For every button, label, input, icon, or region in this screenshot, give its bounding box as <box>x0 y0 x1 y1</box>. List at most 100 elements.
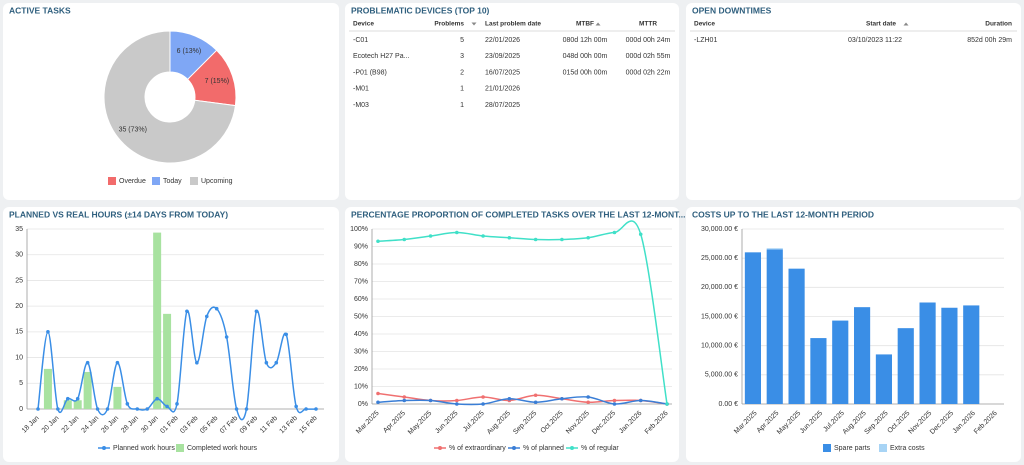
slice-label: 6 (13%) <box>177 48 202 55</box>
point <box>612 230 617 235</box>
point <box>294 404 298 409</box>
point <box>115 360 120 365</box>
legend-label: Overdue <box>119 178 146 185</box>
y-tick-label: 30,000.00 € <box>701 226 738 233</box>
point <box>244 407 249 411</box>
y-tick-label: 70% <box>354 278 368 285</box>
point <box>254 309 259 314</box>
point <box>135 407 140 411</box>
point <box>105 407 110 411</box>
table-cell: 080d 12h 00m <box>563 37 608 44</box>
y-tick-label: 50% <box>354 313 368 320</box>
point <box>145 407 150 411</box>
legend-marker <box>102 446 106 450</box>
legend-label: Extra costs <box>890 445 925 452</box>
point <box>234 407 239 411</box>
line <box>37 306 317 421</box>
point <box>507 235 512 240</box>
y-tick-label: 5,000.00 € <box>705 372 738 379</box>
y-tick-label: 80% <box>354 261 368 268</box>
point <box>455 398 459 403</box>
legend-swatch <box>190 177 198 185</box>
y-tick-label: 15,000.00 € <box>701 313 738 320</box>
y-tick-label: 0.00 € <box>719 401 739 408</box>
table-cell: 28/07/2025 <box>485 102 520 109</box>
panel <box>345 3 679 200</box>
point <box>155 396 159 401</box>
sort-icon <box>471 22 477 26</box>
column-header: MTBF <box>576 21 594 28</box>
legend-label: Planned work hours <box>113 445 175 452</box>
y-tick-label: 5 <box>19 380 23 387</box>
point <box>533 393 538 398</box>
bar <box>43 368 52 409</box>
bar <box>766 248 783 250</box>
bar <box>83 371 92 409</box>
panel-title: COSTS UP TO THE LAST 12-MONTH PERIOD <box>692 209 874 219</box>
table-cell: 5 <box>460 37 464 44</box>
point <box>586 235 590 240</box>
bar <box>810 338 827 404</box>
y-tick-label: 25 <box>15 277 23 284</box>
table-cell: 852d 00h 29m <box>967 37 1012 44</box>
table-cell: 000d 00h 24m <box>626 37 671 44</box>
column-header: Device <box>694 21 715 28</box>
point <box>612 402 617 406</box>
point <box>165 404 169 409</box>
table-cell: -LZH01 <box>694 37 717 44</box>
bar <box>875 354 892 404</box>
y-tick-label: 20,000.00 € <box>701 284 738 291</box>
point <box>428 234 433 238</box>
column-header: Duration <box>985 21 1012 28</box>
point <box>638 232 643 237</box>
point <box>665 402 669 406</box>
table-cell: 23/09/2025 <box>485 53 520 60</box>
point <box>224 335 229 339</box>
table-cell: 16/07/2025 <box>485 69 520 76</box>
legend-swatch <box>152 177 160 185</box>
point <box>264 360 269 365</box>
column-header: Device <box>353 21 374 28</box>
legend-swatch <box>879 444 887 452</box>
y-tick-label: 0 <box>19 406 23 413</box>
panel-title: PROBLEMATIC DEVICES (TOP 10) <box>351 5 490 15</box>
y-tick-label: 20% <box>354 366 368 373</box>
point <box>75 396 80 401</box>
table-cell: Ecotech H27 Pa... <box>353 53 409 60</box>
line <box>377 396 668 406</box>
table-cell: 048d 00h 00m <box>563 53 608 60</box>
point <box>195 360 199 365</box>
point <box>560 396 564 401</box>
y-tick-label: 10 <box>15 354 23 361</box>
table-cell: 2 <box>460 69 464 76</box>
table-cell: 21/01/2026 <box>485 86 520 93</box>
legend-swatch <box>823 444 831 452</box>
point <box>376 239 380 244</box>
legend-label: Spare parts <box>834 445 871 452</box>
bar <box>766 249 783 404</box>
point <box>533 400 538 405</box>
point <box>214 306 219 311</box>
point <box>402 395 407 399</box>
point <box>95 407 100 411</box>
point <box>376 400 380 405</box>
table-cell: 1 <box>460 102 464 109</box>
point <box>284 332 289 337</box>
y-tick-label: 35 <box>15 226 23 233</box>
point <box>185 309 189 314</box>
legend-label: Completed work hours <box>187 445 258 452</box>
point <box>560 237 564 242</box>
panel <box>3 3 339 200</box>
table-cell: -M03 <box>353 102 369 109</box>
panel-title: PLANNED VS REAL HOURS (±14 DAYS FROM TOD… <box>9 209 228 219</box>
point <box>638 398 643 403</box>
point <box>586 400 590 405</box>
table-cell: 1 <box>460 86 464 93</box>
bar <box>897 328 914 404</box>
bar <box>163 313 172 409</box>
sort-icon <box>595 22 601 26</box>
point <box>612 398 617 403</box>
table-cell: 000d 02h 22m <box>626 69 671 76</box>
point <box>402 237 407 242</box>
